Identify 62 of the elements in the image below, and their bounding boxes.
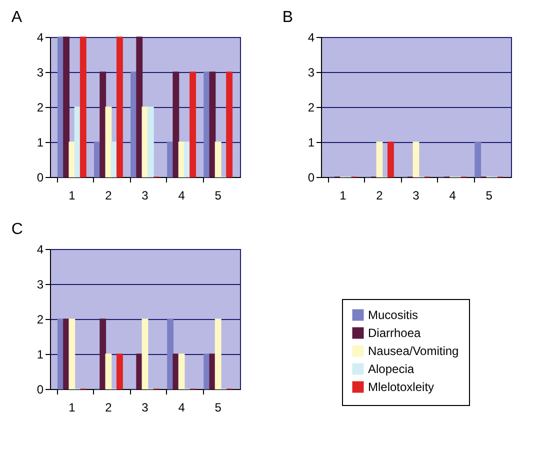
- bar: [116, 354, 123, 390]
- chart-title: B: [282, 9, 293, 26]
- x-tick-label: 4: [449, 188, 456, 202]
- y-tick-label: 2: [36, 100, 44, 114]
- bar: [209, 72, 216, 178]
- legend-label: Diarrhoea: [368, 326, 422, 340]
- x-tick-label: 3: [142, 188, 149, 202]
- bar: [172, 72, 180, 178]
- bar: [178, 354, 185, 390]
- x-tick-label: 2: [105, 188, 112, 202]
- chart-title: C: [11, 221, 23, 238]
- x-tick-label: 1: [340, 188, 347, 202]
- y-tick-label: 4: [308, 30, 315, 44]
- bar: [105, 106, 112, 178]
- legend-label: Nausea/Vomiting: [368, 344, 459, 358]
- bar: [142, 318, 148, 390]
- x-tick-label: 5: [214, 188, 222, 202]
- bar: [136, 354, 143, 390]
- y-tick-label: 1: [36, 136, 44, 150]
- bar: [116, 36, 123, 178]
- bar: [136, 36, 143, 178]
- bar: [68, 142, 76, 178]
- x-tick-label: 1: [68, 188, 76, 202]
- bar: [100, 318, 106, 390]
- y-tick-label: 0: [36, 382, 44, 396]
- y-tick-label: 1: [308, 136, 315, 150]
- bar: [63, 36, 70, 178]
- x-tick-label: 5: [214, 400, 222, 414]
- bar: [214, 318, 222, 390]
- bar: [147, 106, 154, 178]
- y-tick-label: 3: [36, 278, 44, 292]
- bar: [68, 318, 76, 390]
- x-tick-label: 2: [105, 400, 112, 414]
- y-tick-label: 1: [36, 348, 44, 362]
- y-tick-label: 4: [36, 242, 44, 256]
- bar: [214, 142, 222, 178]
- bar: [80, 36, 86, 178]
- y-tick-label: 0: [36, 170, 44, 184]
- x-tick-label: 3: [142, 400, 149, 414]
- y-tick-label: 3: [308, 66, 315, 80]
- legend-label: Mucositis: [368, 308, 418, 322]
- x-tick-label: 4: [178, 188, 186, 202]
- bar: [209, 354, 216, 390]
- bar: [105, 354, 112, 390]
- x-tick-label: 2: [376, 188, 384, 202]
- bar: [226, 72, 233, 178]
- bar: [167, 318, 174, 390]
- y-tick-label: 2: [308, 100, 315, 114]
- x-tick-label: 4: [178, 400, 186, 414]
- legend-label: Alopecia: [368, 362, 414, 376]
- bar: [100, 72, 106, 178]
- y-tick-label: 0: [308, 170, 315, 184]
- y-tick-label: 3: [36, 66, 44, 80]
- x-tick-label: 1: [68, 400, 76, 414]
- legend-label: Mlelotoxleity: [368, 380, 434, 394]
- chart-title: A: [11, 9, 22, 26]
- x-tick-label: 3: [412, 188, 420, 202]
- bar: [190, 72, 196, 178]
- y-tick-label: 4: [36, 30, 44, 44]
- x-tick-label: 5: [486, 188, 493, 202]
- y-tick-label: 2: [36, 312, 44, 326]
- bar: [172, 354, 180, 390]
